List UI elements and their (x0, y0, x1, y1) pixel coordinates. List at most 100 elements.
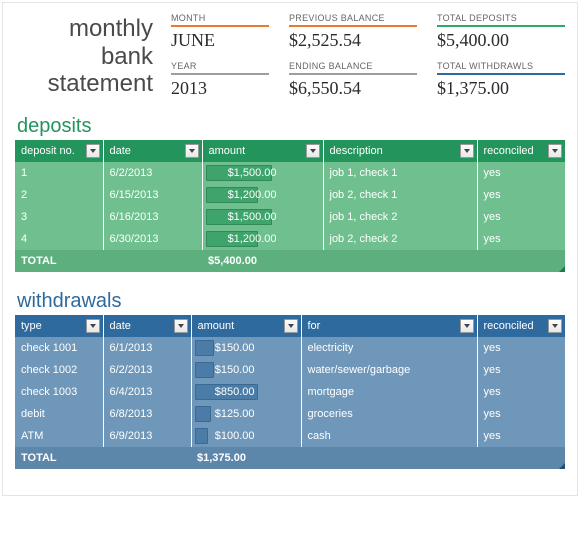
filter-dropdown-icon[interactable] (174, 319, 188, 333)
reconciled-cell[interactable]: yes (477, 162, 565, 184)
page-title: monthly bank statement (15, 13, 153, 99)
reconciled-cell[interactable]: yes (477, 403, 565, 425)
date-cell[interactable]: 6/4/2013 (103, 381, 191, 403)
for-cell[interactable]: mortgage (301, 381, 477, 403)
type-cell[interactable]: debit (15, 403, 103, 425)
for-cell[interactable]: water/sewer/garbage (301, 359, 477, 381)
amount-value: $1,500.00 (209, 211, 317, 223)
deposits-body: 16/2/2013$1,500.00job 1, check 1yes26/15… (15, 162, 565, 272)
summary-ending-balance-value: $6,550.54 (289, 75, 417, 99)
amount-cell[interactable]: $850.00 (191, 381, 301, 403)
amount-cell[interactable]: $100.00 (191, 425, 301, 447)
filter-dropdown-icon[interactable] (548, 144, 562, 158)
description-cell[interactable]: job 1, check 2 (323, 206, 477, 228)
total-amount[interactable]: $1,375.00 (191, 447, 301, 469)
filter-dropdown-icon[interactable] (548, 319, 562, 333)
deposits-table-wrap: deposit no.date amount description reconcil… (15, 140, 565, 272)
withdrawals-col-label: amount (198, 320, 235, 332)
amount-cell[interactable]: $150.00 (191, 359, 301, 381)
description-cell[interactable]: job 2, check 2 (323, 228, 477, 250)
withdrawals-col-2[interactable]: amount (191, 315, 301, 337)
for-cell[interactable]: cash (301, 425, 477, 447)
reconciled-cell[interactable]: yes (477, 228, 565, 250)
type-cell[interactable]: check 1001 (15, 337, 103, 359)
amount-cell[interactable]: $1,500.00 (202, 206, 323, 228)
summary-month: MONTH JUNE (171, 13, 269, 51)
date-cell[interactable]: 6/15/2013 (103, 184, 202, 206)
deposits-col-label: reconciled (484, 145, 534, 157)
for-cell[interactable]: electricity (301, 337, 477, 359)
withdrawals-total-row: TOTAL$1,375.00 (15, 447, 565, 469)
amount-cell[interactable]: $1,500.00 (202, 162, 323, 184)
filter-dropdown-icon[interactable] (86, 319, 100, 333)
withdrawals-col-4[interactable]: reconciled (477, 315, 565, 337)
statement-page: monthly bank statement MONTH JUNE PREVIO… (2, 2, 578, 496)
filter-dropdown-icon[interactable] (86, 144, 100, 158)
date-cell[interactable]: 6/1/2013 (103, 337, 191, 359)
total-label[interactable]: TOTAL (15, 447, 191, 469)
reconciled-cell[interactable]: yes (477, 184, 565, 206)
description-cell[interactable]: job 2, check 1 (323, 184, 477, 206)
filter-dropdown-icon[interactable] (284, 319, 298, 333)
total-label[interactable]: TOTAL (15, 250, 202, 272)
date-cell[interactable]: 6/9/2013 (103, 425, 191, 447)
type-cell[interactable]: check 1003 (15, 381, 103, 403)
amount-cell[interactable]: $1,200.00 (202, 228, 323, 250)
amount-value: $100.00 (198, 430, 295, 442)
table-row: debit6/8/2013$125.00groceriesyes (15, 403, 565, 425)
withdrawals-col-3[interactable]: for (301, 315, 477, 337)
deposit-no-cell[interactable]: 3 (15, 206, 103, 228)
deposits-header-row: deposit no.date amount description reconcil… (15, 140, 565, 162)
deposits-col-4[interactable]: reconciled (477, 140, 565, 162)
deposits-col-0[interactable]: deposit no. (15, 140, 103, 162)
withdrawals-col-1[interactable]: date (103, 315, 191, 337)
table-row: ATM6/9/2013 $100.00 cashyes (15, 425, 565, 447)
deposits-total-row: TOTAL$5,400.00 (15, 250, 565, 272)
withdrawals-col-label: for (308, 320, 321, 332)
table-row: check 10036/4/2013$850.00mortgageyes (15, 381, 565, 403)
table-row: check 10016/1/2013$150.00electricityyes (15, 337, 565, 359)
deposits-col-label: amount (209, 145, 246, 157)
date-cell[interactable]: 6/2/2013 (103, 162, 202, 184)
summary-ending-balance: ENDING BALANCE $6,550.54 (289, 61, 417, 99)
amount-cell[interactable]: $125.00 (191, 403, 301, 425)
deposit-no-cell[interactable]: 4 (15, 228, 103, 250)
amount-cell[interactable]: $150.00 (191, 337, 301, 359)
deposit-no-cell[interactable]: 2 (15, 184, 103, 206)
reconciled-cell[interactable]: yes (477, 425, 565, 447)
reconciled-cell[interactable]: yes (477, 337, 565, 359)
total-amount[interactable]: $5,400.00 (202, 250, 323, 272)
table-resize-handle-icon[interactable] (559, 463, 565, 469)
total-spacer[interactable] (301, 447, 565, 469)
description-cell[interactable]: job 1, check 1 (323, 162, 477, 184)
filter-dropdown-icon[interactable] (185, 144, 199, 158)
type-cell[interactable]: check 1002 (15, 359, 103, 381)
deposits-col-1[interactable]: date (103, 140, 202, 162)
table-resize-handle-icon[interactable] (559, 266, 565, 272)
deposits-title: deposits (15, 111, 565, 140)
summary-total-deposits-label: TOTAL DEPOSITS (437, 13, 565, 27)
filter-dropdown-icon[interactable] (460, 319, 474, 333)
type-cell[interactable]: ATM (15, 425, 103, 447)
filter-dropdown-icon[interactable] (460, 144, 474, 158)
date-cell[interactable]: 6/8/2013 (103, 403, 191, 425)
withdrawals-table: typedateamountforreconciled check 10016/… (15, 315, 565, 469)
reconciled-cell[interactable]: yes (477, 206, 565, 228)
for-cell[interactable]: groceries (301, 403, 477, 425)
withdrawals-title: withdrawals (15, 286, 565, 315)
table-row: check 10026/2/2013 $150.00 water/sewer/gar… (15, 359, 565, 381)
date-cell[interactable]: 6/16/2013 (103, 206, 202, 228)
withdrawals-col-0[interactable]: type (15, 315, 103, 337)
date-cell[interactable]: 6/30/2013 (103, 228, 202, 250)
amount-cell[interactable]: $1,200.00 (202, 184, 323, 206)
reconciled-cell[interactable]: yes (477, 359, 565, 381)
deposit-no-cell[interactable]: 1 (15, 162, 103, 184)
filter-dropdown-icon[interactable] (306, 144, 320, 158)
withdrawals-col-label: type (21, 320, 42, 332)
amount-value: $150.00 (198, 364, 295, 376)
date-cell[interactable]: 6/2/2013 (103, 359, 191, 381)
total-spacer[interactable] (323, 250, 565, 272)
reconciled-cell[interactable]: yes (477, 381, 565, 403)
deposits-col-3[interactable]: description (323, 140, 477, 162)
deposits-col-2[interactable]: amount (202, 140, 323, 162)
